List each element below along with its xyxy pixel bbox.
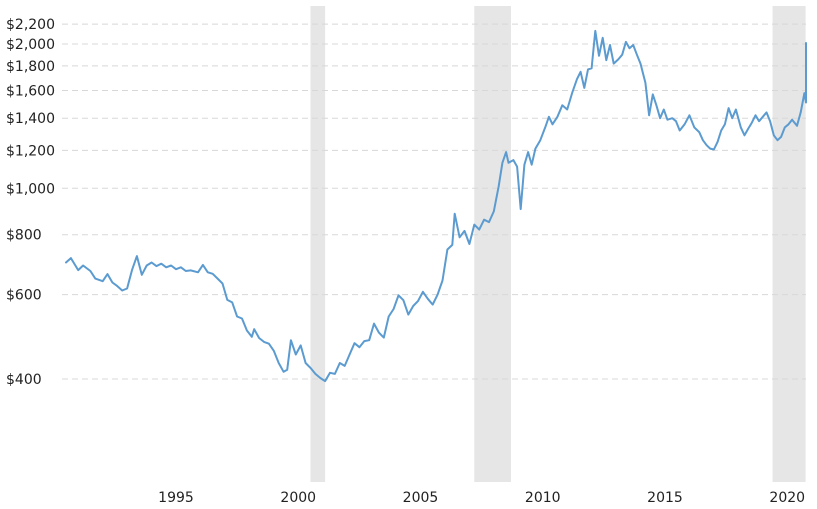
x-tick-label-2000: 2000 <box>280 490 316 506</box>
series-line-1 <box>65 29 807 383</box>
recession-band-2 <box>474 6 511 482</box>
x-tick-label-2005: 2005 <box>403 490 439 506</box>
y-tick-label-2000: $2,000 <box>6 37 55 53</box>
x-tick-label-2010: 2010 <box>525 490 561 506</box>
x-axis-tick-labels: 1995 2000 2005 2010 2015 2020 <box>158 490 805 506</box>
recession-band-1 <box>310 6 326 482</box>
y-tick-label-800: $800 <box>6 228 42 244</box>
horizontal-gridlines <box>62 23 806 380</box>
y-tick-label-1800: $1,800 <box>6 59 55 75</box>
y-axis-tick-labels: $400 $600 $800 $1,000 $1,200 $1,400 $1,600 $1,8… <box>6 17 55 388</box>
recession-band-3 <box>772 6 806 482</box>
x-tick-label-2020: 2020 <box>769 490 805 506</box>
x-tick-label-2015: 2015 <box>647 490 683 506</box>
y-tick-label-1200: $1,200 <box>6 143 55 159</box>
x-tick-label-1995: 1995 <box>158 490 194 506</box>
price-series <box>65 29 807 383</box>
y-tick-label-2200: $2,200 <box>6 17 55 33</box>
y-tick-label-1600: $1,600 <box>6 83 55 99</box>
y-tick-label-400: $400 <box>6 372 42 388</box>
recession-bands <box>310 6 806 482</box>
y-tick-label-1400: $1,400 <box>6 111 55 127</box>
y-tick-label-600: $600 <box>6 288 42 304</box>
y-tick-label-1000: $1,000 <box>6 181 55 197</box>
